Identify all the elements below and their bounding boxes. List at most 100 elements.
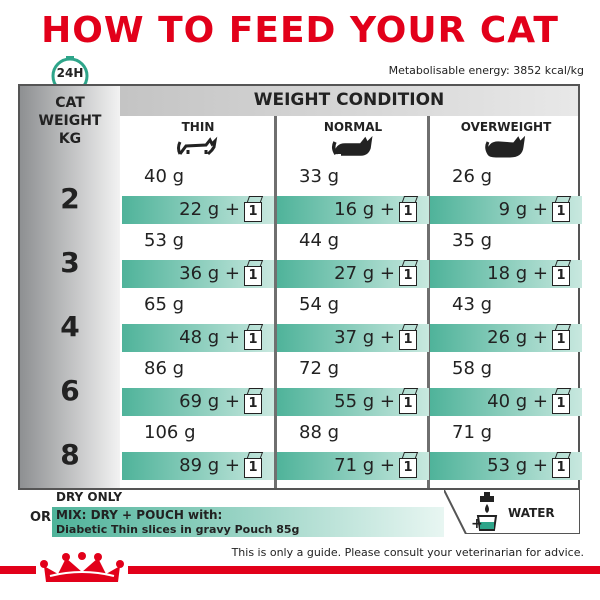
feeding-cell: 54 g 37 g +1: [277, 292, 429, 356]
feeding-cell: 106 g 89 g +1: [122, 420, 274, 484]
legend-or: OR: [30, 510, 52, 525]
pouch-count: 1: [399, 266, 417, 286]
feeding-cell: 33 g 16 g +1: [277, 164, 429, 228]
royal-canin-crown-logo: [36, 552, 128, 588]
weight-condition-header: WEIGHT CONDITION: [120, 86, 578, 116]
mix-amount: 89 g +: [179, 455, 240, 476]
mix-amount: 69 g +: [179, 391, 240, 412]
dry-amount: 86 g: [144, 358, 185, 379]
mix-amount: 37 g +: [334, 327, 395, 348]
dry-amount: 43 g: [452, 294, 493, 315]
pouch-count: 1: [552, 458, 570, 478]
pouch-icon: 1: [550, 322, 574, 350]
pouch-icon: 1: [242, 450, 266, 478]
pouch-icon: 1: [397, 386, 421, 414]
dry-amount: 72 g: [299, 358, 340, 379]
pouch-icon: 1: [397, 194, 421, 222]
pouch-count: 1: [552, 266, 570, 286]
feeding-cell: 35 g 18 g +1: [430, 228, 582, 292]
clock-label: 24H: [56, 66, 84, 80]
column-label-overweight: OVERWEIGHT: [460, 120, 552, 134]
feeding-cell: 72 g 55 g +1: [277, 356, 429, 420]
pouch-icon: 1: [242, 386, 266, 414]
dry-amount: 54 g: [299, 294, 340, 315]
feeding-cell: 65 g 48 g +1: [122, 292, 274, 356]
mix-amount: 53 g +: [487, 455, 548, 476]
weight-value: 8: [60, 438, 80, 471]
mix-amount: 71 g +: [334, 455, 395, 476]
normal-cat-icon: [331, 136, 373, 156]
pouch-count: 1: [399, 458, 417, 478]
page-title: HOW TO FEED YOUR CAT: [41, 10, 559, 51]
dry-amount: 35 g: [452, 230, 493, 251]
mix-amount: 40 g +: [487, 391, 548, 412]
thin-cat-icon: [177, 136, 218, 156]
pouch-count: 1: [244, 266, 262, 286]
weight-header-line-3: KG: [58, 131, 82, 147]
mix-amount: 36 g +: [179, 263, 240, 284]
feeding-cell: 86 g 69 g +1: [122, 356, 274, 420]
feeding-cell: 88 g 71 g +1: [277, 420, 429, 484]
pouch-count: 1: [552, 202, 570, 222]
feeding-cell: 53 g 36 g +1: [122, 228, 274, 292]
mix-amount: 16 g +: [334, 199, 395, 220]
pouch-count: 1: [244, 394, 262, 414]
feeding-cell: 58 g 40 g +1: [430, 356, 582, 420]
dry-amount: 26 g: [452, 166, 493, 187]
pouch-icon: 1: [242, 258, 266, 286]
pouch-count: 1: [552, 394, 570, 414]
pouch-icon: 1: [397, 450, 421, 478]
column-header-overweight: OVERWEIGHT: [430, 116, 582, 164]
disclaimer: This is only a guide. Please consult you…: [231, 546, 584, 559]
feeding-cell: 40 g 22 g +1: [122, 164, 274, 228]
dry-amount: 106 g: [144, 422, 196, 443]
column-divider-2: [427, 116, 430, 488]
legend-mix-band: [52, 507, 444, 537]
feeding-cell: 71 g 53 g +1: [430, 420, 582, 484]
dry-amount: 58 g: [452, 358, 493, 379]
mix-amount: 18 g +: [487, 263, 548, 284]
pouch-icon: 1: [397, 258, 421, 286]
weight-value: 3: [60, 246, 80, 279]
column-header-normal: NORMAL: [277, 116, 429, 164]
mix-amount: 55 g +: [334, 391, 395, 412]
pouch-count: 1: [244, 458, 262, 478]
pouch-count: 1: [399, 330, 417, 350]
pouch-icon: 1: [550, 194, 574, 222]
dry-amount: 53 g: [144, 230, 185, 251]
feeding-cell: 43 g 26 g +1: [430, 292, 582, 356]
energy-info: Metabolisable energy: 3852 kcal/kg: [388, 64, 584, 77]
pouch-icon: 1: [550, 258, 574, 286]
pouch-count: 1: [399, 394, 417, 414]
legend-mix: MIX: DRY + POUCH with:: [56, 508, 223, 522]
pouch-count: 1: [244, 330, 262, 350]
legend-pouch-name: Diabetic Thin slices in gravy Pouch 85g: [56, 523, 300, 536]
dry-amount: 33 g: [299, 166, 340, 187]
column-label-normal: NORMAL: [323, 120, 383, 134]
weight-value: 4: [60, 310, 80, 343]
brand-bar: [0, 566, 600, 574]
weight-value: 6: [60, 374, 80, 407]
weight-value: 2: [60, 182, 80, 215]
weight-column: CAT WEIGHT KG: [20, 86, 120, 488]
column-header-thin: THIN: [122, 116, 274, 164]
weight-header-line-1: CAT: [55, 95, 85, 111]
svg-text:+: +: [471, 516, 483, 532]
weight-header-line-2: WEIGHT: [38, 113, 102, 129]
dry-amount: 40 g: [144, 166, 185, 187]
pouch-icon: 1: [242, 322, 266, 350]
column-label-thin: THIN: [181, 120, 215, 134]
dry-amount: 65 g: [144, 294, 185, 315]
mix-amount: 26 g +: [487, 327, 548, 348]
pouch-count: 1: [552, 330, 570, 350]
legend-dry-only: DRY ONLY: [56, 490, 123, 504]
weight-condition-title: WEIGHT CONDITION: [253, 90, 445, 110]
feeding-cell: 44 g 27 g +1: [277, 228, 429, 292]
dry-amount: 71 g: [452, 422, 493, 443]
pouch-count: 1: [244, 202, 262, 222]
pouch-icon: 1: [397, 322, 421, 350]
overweight-cat-icon: [485, 136, 526, 158]
pouch-count: 1: [399, 202, 417, 222]
pouch-icon: 1: [550, 450, 574, 478]
